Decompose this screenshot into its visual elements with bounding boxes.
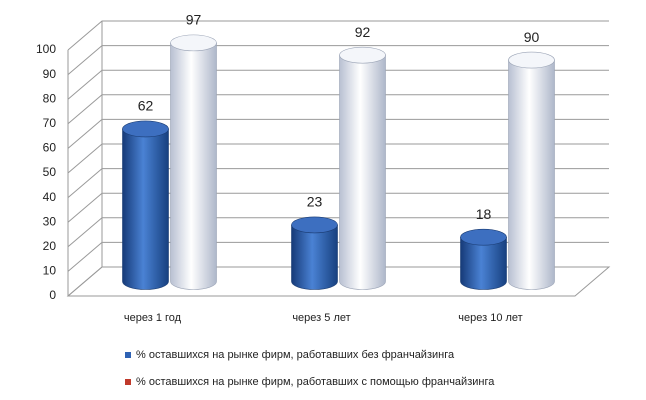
bar [170, 42, 217, 290]
bar-cylinder [508, 51, 555, 290]
y-tick-label: 100 [36, 42, 56, 56]
grid-line [67, 69, 609, 100]
y-tick-label: 0 [49, 288, 56, 302]
value-label: 92 [355, 24, 371, 40]
bar-cylinder [291, 216, 338, 290]
value-label: 18 [476, 206, 492, 222]
bar [508, 59, 555, 290]
grid-line [67, 168, 609, 198]
grid-line [67, 266, 609, 297]
grid-line [67, 143, 609, 174]
x-tick-label: через 10 лет [458, 312, 522, 324]
bar-cylinder [460, 228, 507, 290]
bar-top [508, 51, 555, 69]
y-tick-label: 20 [43, 239, 57, 253]
grid-line [67, 94, 609, 125]
grid-line [67, 118, 609, 149]
grid-line [67, 217, 609, 248]
grid-line [67, 241, 609, 272]
value-label: 62 [138, 98, 154, 114]
bar [122, 128, 169, 290]
y-tick-label: 30 [43, 214, 57, 228]
x-tick-label: через 5 лет [292, 312, 350, 324]
bar [339, 54, 386, 290]
bar [460, 236, 507, 290]
bar [291, 224, 338, 290]
y-tick-label: 60 [43, 141, 57, 155]
y-tick-label: 40 [43, 190, 57, 204]
grid-line [67, 45, 609, 75]
bar-top [170, 34, 217, 52]
legend-label: % оставшихся на рынке фирм, работавших б… [136, 349, 455, 361]
bar-top [122, 120, 169, 138]
bar-cylinder [170, 34, 217, 290]
legend-swatch [125, 379, 131, 385]
legend-label: % оставшихся на рынке фирм, работавших с… [136, 376, 495, 388]
bar-cylinder [339, 46, 386, 290]
y-tick-label: 90 [43, 67, 57, 81]
bar-top [291, 216, 338, 234]
value-label: 23 [307, 194, 323, 210]
y-tick-label: 50 [43, 165, 57, 179]
x-tick-label: через 1 год [124, 312, 182, 324]
bar-top [339, 46, 386, 64]
y-tick-label: 10 [43, 264, 57, 278]
grid-line [67, 20, 609, 51]
value-label: 90 [524, 29, 540, 45]
value-label: 97 [186, 12, 202, 28]
grid-line [67, 192, 609, 223]
bar-cylinder [122, 120, 169, 290]
bar-top [460, 228, 507, 246]
y-tick-label: 70 [43, 116, 57, 130]
y-tick-label: 80 [43, 91, 57, 105]
legend-swatch [125, 352, 131, 358]
